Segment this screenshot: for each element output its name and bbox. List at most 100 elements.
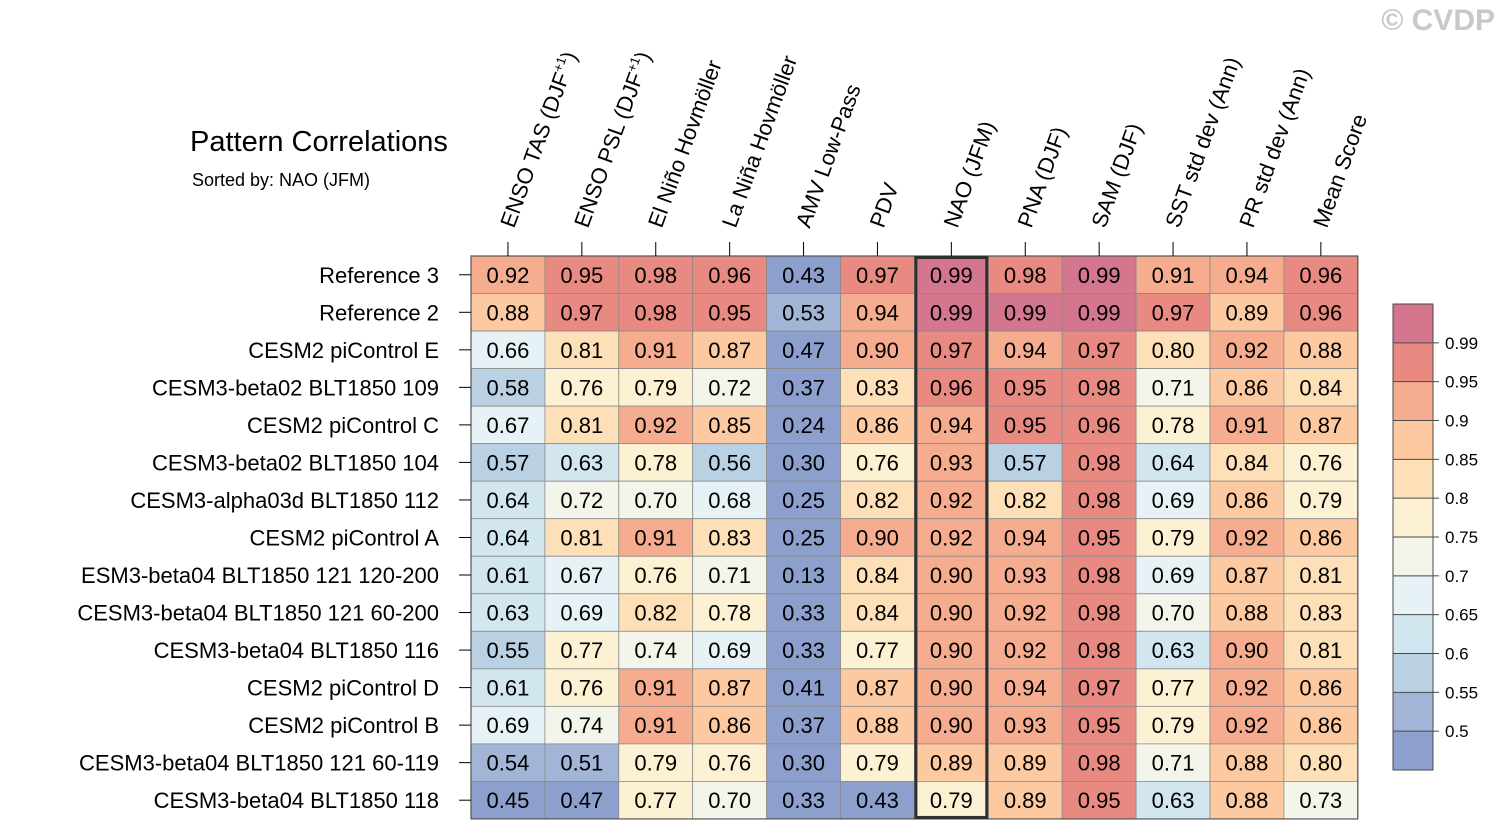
cell-value-label: 0.63 [560, 450, 603, 475]
cell-value-label: 0.98 [1078, 450, 1121, 475]
cell-value-label: 0.89 [930, 751, 973, 776]
cell-value-label: 0.90 [930, 676, 973, 701]
colorbar-segment [1393, 498, 1433, 537]
cell-value-label: 0.71 [1152, 751, 1195, 776]
row-label: CESM2 piControl E [248, 338, 439, 363]
colorbar-tick-label: 0.5 [1445, 722, 1469, 741]
colorbar-segment [1393, 420, 1433, 460]
cell-value-label: 0.99 [930, 263, 973, 288]
cell-value-label: 0.82 [856, 488, 899, 513]
row-label: CESM2 piControl D [247, 676, 439, 701]
cell-value-label: 0.92 [487, 263, 530, 288]
cell-value-label: 0.95 [1004, 413, 1047, 438]
heatmap-cell [470, 443, 546, 482]
heatmap-cell [914, 781, 989, 820]
cell-value-label: 0.47 [560, 788, 603, 813]
heatmap-cell [470, 405, 546, 445]
colorbar-segment [1393, 342, 1433, 382]
heatmap-cell [914, 368, 989, 407]
cell-value-label: 0.96 [930, 375, 973, 400]
heatmap-cell [1135, 480, 1211, 520]
heatmap-cell [914, 743, 989, 782]
cell-value-label: 0.90 [856, 338, 899, 363]
heatmap-cell [766, 368, 841, 407]
heatmap-cell [470, 668, 546, 707]
cell-value-label: 0.71 [708, 563, 751, 588]
cell-value-label: 0.92 [1004, 638, 1047, 663]
cell-value-label: 0.78 [634, 450, 677, 475]
cell-value-label: 0.76 [1299, 450, 1342, 475]
cell-value-label: 0.76 [708, 751, 751, 776]
heatmap-cell [766, 293, 841, 332]
cell-value-label: 0.64 [1152, 450, 1195, 475]
heatmap-cell [914, 443, 989, 482]
cell-value-label: 0.57 [1004, 450, 1047, 475]
cell-value-label: 0.97 [856, 263, 899, 288]
cell-value-label: 0.94 [1004, 338, 1047, 363]
cell-value-label: 0.99 [930, 300, 973, 325]
heatmap-cell [840, 480, 915, 520]
heatmap-cell [840, 743, 915, 782]
cell-value-label: 0.90 [930, 638, 973, 663]
cell-value-label: 0.95 [560, 263, 603, 288]
colorbar-tick-label: 0.85 [1445, 450, 1478, 469]
heatmap-cell [840, 518, 915, 557]
cell-value-label: 0.86 [1226, 375, 1269, 400]
heatmap-cell [692, 593, 768, 632]
row-label: CESM3-alpha03d BLT1850 112 [130, 488, 439, 513]
cell-value-label: 0.79 [634, 751, 677, 776]
cell-value-label: 0.87 [708, 338, 751, 363]
heatmap-cell [544, 368, 620, 407]
colorbar-segment [1393, 692, 1433, 732]
heatmap-cell [840, 705, 915, 745]
cell-value-label: 0.33 [782, 638, 825, 663]
colorbar-segment [1393, 304, 1433, 343]
column-label: Mean Score [1308, 111, 1372, 231]
cell-value-label: 0.96 [1299, 263, 1342, 288]
heatmap-cell [618, 593, 694, 632]
cell-value-label: 0.91 [634, 713, 677, 738]
colorbar-tick-label: 0.7 [1445, 567, 1469, 586]
cell-value-label: 0.97 [1152, 300, 1195, 325]
chart-title: Pattern Correlations [190, 126, 448, 158]
cell-value-label: 0.96 [708, 263, 751, 288]
heatmap-cell [1061, 668, 1137, 707]
cell-value-label: 0.81 [1299, 563, 1342, 588]
heatmap-cell [914, 293, 989, 332]
cell-value-label: 0.86 [1226, 488, 1269, 513]
cell-value-label: 0.99 [1078, 300, 1121, 325]
heatmap-cell [1209, 368, 1285, 407]
heatmap-cell [1209, 593, 1285, 632]
heatmap-cell [692, 743, 768, 782]
cell-value-label: 0.70 [634, 488, 677, 513]
heatmap-cell [1135, 555, 1211, 595]
cell-value-label: 0.95 [1078, 788, 1121, 813]
heatmap-cell [470, 743, 546, 782]
cell-value-label: 0.86 [1299, 713, 1342, 738]
heatmap-cell [914, 593, 989, 632]
cell-value-label: 0.91 [634, 338, 677, 363]
cell-value-label: 0.43 [856, 788, 899, 813]
cell-value-label: 0.63 [1152, 788, 1195, 813]
cell-value-label: 0.92 [1226, 525, 1269, 550]
cell-value-label: 0.77 [560, 638, 603, 663]
column-label: ENSO TAS (DJF+1) [494, 48, 582, 231]
colorbar-tick-label: 0.99 [1445, 334, 1478, 353]
heatmap-cell [840, 368, 915, 407]
colorbar-tick-label: 0.6 [1445, 645, 1469, 664]
cell-value-label: 0.79 [1152, 713, 1195, 738]
cell-value-label: 0.56 [708, 450, 751, 475]
cell-value-label: 0.74 [560, 713, 603, 738]
heatmap-cell [1283, 630, 1359, 670]
cell-value-label: 0.93 [1004, 563, 1047, 588]
cell-value-label: 0.97 [1078, 338, 1121, 363]
cell-value-label: 0.98 [1078, 563, 1121, 588]
heatmap-cell [766, 781, 841, 820]
cell-value-label: 0.54 [487, 751, 530, 776]
cell-value-label: 0.63 [1152, 638, 1195, 663]
cell-value-label: 0.88 [1226, 601, 1269, 626]
heatmap-cell [544, 443, 620, 482]
heatmap-cell [692, 555, 768, 595]
cell-value-label: 0.97 [930, 338, 973, 363]
